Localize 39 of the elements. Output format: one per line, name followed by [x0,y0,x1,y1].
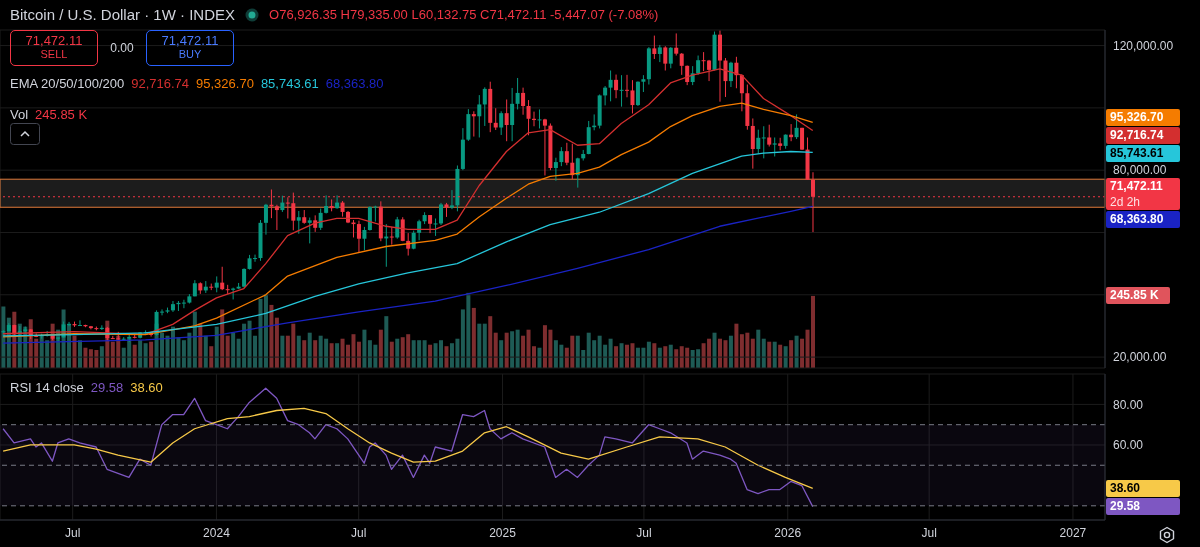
x-tick-label: Jul [65,525,81,540]
ref-line-label: 71,472.11 [1110,177,1164,194]
annotation: 68,363.80 [325,76,384,91]
annotation: RSI 14 close [10,380,84,395]
text: 38.60 [1110,480,1141,495]
x-tick-label: Jul [921,525,937,540]
y-tick-label: 120,000.00 [1113,38,1174,53]
annotation: 71,472.11 [160,33,220,48]
x-tick-label: 2027 [1059,525,1087,540]
annotation: BUY [177,48,203,60]
text: 85,743.61 [1110,145,1164,160]
x-tick-label: 2025 [489,525,517,540]
text: 92,716.74 [1110,127,1164,142]
annotation: 92,716.74 [131,76,190,91]
text: 245.85 K [1110,287,1160,304]
annotation: 95,326.70 [196,76,254,91]
annotation: 71,472.11 [24,33,84,48]
text: 29.58 [1110,499,1141,514]
x-tick-label: Jul [351,525,367,540]
y-tick-label: 80.00 [1113,397,1144,412]
text: 68,363.80 [1110,211,1164,226]
annotation: 85,743.61 [260,76,319,91]
annotation: SELL [39,48,69,60]
x-tick-label: 2026 [774,525,802,540]
text: 2d 2h [1110,193,1142,210]
annotation: Vol [10,107,29,122]
x-tick-label: 2024 [203,525,231,540]
annotation: 38.60 [130,380,163,395]
text: 245.85 K [35,107,88,122]
y-tick-label: 60.00 [1113,438,1144,453]
text: 95,326.70 [1110,109,1164,124]
y-tick-label: 20,000.00 [1113,350,1167,365]
annotation: 29.58 [90,380,124,395]
annotation: 0.00 [109,41,135,55]
annotation: EMA 20/50/100/200 [10,76,125,91]
text: O76,926.35 H79,335.00 L60,132.75 C71,472.11 -5,447.07 (-7.08%) [269,7,659,22]
x-tick-label: Jul [636,525,652,540]
y-tick-label: 80,000.00 [1113,163,1167,178]
chart-title: Bitcoin / U.S. Dollar · 1W · INDEX [10,6,236,23]
